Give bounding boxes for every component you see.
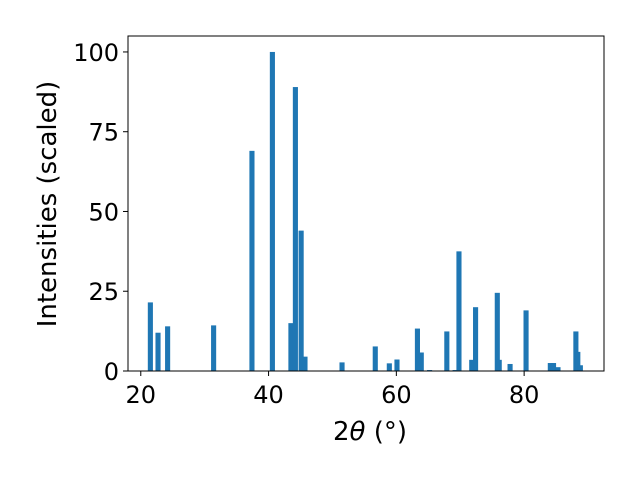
bar	[155, 332, 161, 371]
bar	[469, 359, 475, 371]
bar	[473, 307, 479, 371]
x-axis-label-suffix: (°)	[365, 417, 407, 447]
bar	[547, 363, 553, 371]
bar	[339, 362, 345, 371]
bar	[165, 326, 171, 371]
bar	[249, 150, 255, 371]
bar	[444, 331, 450, 371]
y-tick-label: 25	[88, 278, 119, 306]
y-axis-ticks: 0 25 50 75 100	[73, 39, 128, 386]
plot-frame	[127, 35, 605, 372]
x-axis-ticks: 20 40 60 80	[126, 371, 540, 409]
y-tick-label: 100	[73, 39, 119, 67]
y-tick-label: 0	[104, 358, 119, 386]
x-axis-label-prefix: 2	[333, 417, 350, 447]
bar	[414, 328, 420, 371]
bar	[211, 325, 217, 371]
bar	[496, 359, 502, 371]
bar	[147, 302, 153, 371]
x-axis-label: 2θ (°)	[333, 417, 407, 447]
bar	[292, 87, 298, 372]
y-tick-label: 75	[88, 119, 119, 147]
bar	[494, 292, 500, 371]
bar	[394, 359, 400, 371]
x-tick-label: 80	[509, 381, 540, 409]
bar	[298, 230, 304, 371]
bar	[577, 365, 583, 371]
bar	[550, 363, 557, 371]
bars-group	[147, 51, 583, 372]
bar	[523, 310, 529, 371]
bar	[288, 323, 294, 371]
x-tick-label: 60	[381, 381, 412, 409]
bar	[456, 251, 462, 371]
x-tick-label: 20	[126, 381, 157, 409]
y-axis-label: Intensities (scaled)	[33, 81, 63, 328]
y-tick-label: 50	[88, 198, 119, 226]
bar	[555, 367, 561, 371]
bar	[386, 363, 392, 371]
bar	[302, 356, 308, 371]
bar	[507, 363, 513, 371]
x-axis-label-symbol: θ	[350, 417, 366, 447]
bar	[575, 351, 581, 371]
x-tick-label: 40	[253, 381, 284, 409]
bar	[573, 331, 579, 371]
bar	[269, 51, 275, 371]
bar	[418, 352, 424, 371]
bar	[372, 346, 378, 371]
